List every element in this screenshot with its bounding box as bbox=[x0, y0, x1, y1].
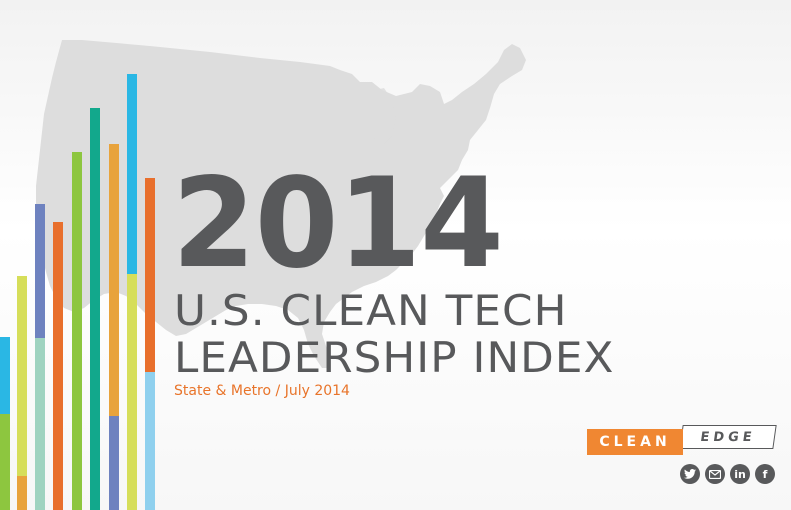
facebook-icon[interactable]: f bbox=[755, 464, 775, 484]
email-icon[interactable] bbox=[705, 464, 725, 484]
color-bar bbox=[72, 152, 82, 510]
logo-edge-box: EDGE bbox=[679, 425, 777, 449]
color-bar bbox=[145, 178, 155, 510]
linkedin-glyph: in bbox=[734, 467, 746, 481]
color-bar bbox=[90, 108, 100, 510]
title-line-2: LEADERSHIP INDEX bbox=[174, 333, 615, 382]
color-bar bbox=[35, 204, 45, 510]
subtitle: State & Metro / July 2014 bbox=[174, 383, 350, 399]
color-bar bbox=[127, 74, 137, 510]
color-bar bbox=[0, 337, 10, 510]
social-links: in f bbox=[680, 464, 775, 484]
logo-clean-text: CLEAN bbox=[599, 434, 671, 450]
color-bar bbox=[17, 276, 27, 510]
logo-clean-box: CLEAN bbox=[587, 429, 683, 455]
color-bar bbox=[109, 144, 119, 510]
title-line-1: U.S. CLEAN TECH bbox=[174, 286, 568, 335]
twitter-icon[interactable] bbox=[680, 464, 700, 484]
facebook-glyph: f bbox=[762, 467, 768, 481]
color-bar bbox=[53, 222, 63, 510]
year-heading: 2014 bbox=[172, 152, 504, 296]
logo-edge-text: EDGE bbox=[699, 429, 757, 445]
linkedin-icon[interactable]: in bbox=[730, 464, 750, 484]
clean-edge-logo: EDGE CLEAN bbox=[587, 425, 777, 455]
